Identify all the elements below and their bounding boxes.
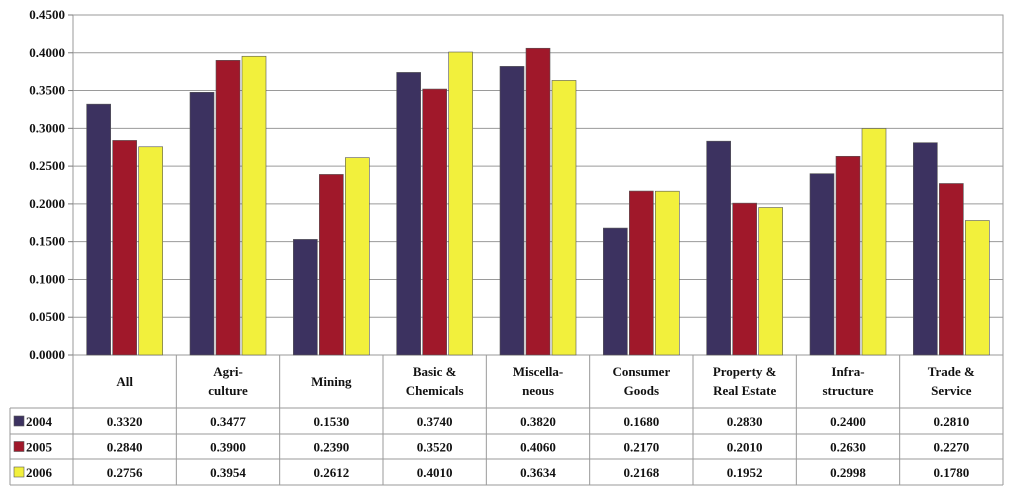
data-table-value: 0.2830: [727, 414, 763, 429]
bar-2005: [732, 202, 757, 356]
y-tick-label: 0.1000: [29, 271, 65, 286]
y-tick-label: 0.0500: [29, 309, 65, 324]
data-table-value: 0.2756: [107, 465, 143, 480]
category-label: culture: [208, 383, 248, 398]
bar-2006: [861, 128, 887, 356]
data-table-value: 0.3634: [520, 465, 556, 480]
y-tick-label: 0.3000: [29, 120, 65, 135]
data-table-value: 0.2170: [623, 440, 659, 455]
data-table-value: 0.3477: [210, 414, 246, 429]
category-label: Chemicals: [406, 383, 464, 398]
bar-2006: [138, 146, 163, 356]
y-tick-label: 0.2500: [29, 158, 65, 173]
category-label: Miscella-: [513, 364, 564, 379]
bar-2004: [913, 142, 938, 356]
category-label: structure: [822, 383, 873, 398]
bar-2006: [241, 55, 267, 356]
data-table-value: 0.2612: [313, 465, 349, 480]
category-label: Infra-: [831, 364, 864, 379]
category-label: Trade &: [928, 364, 975, 379]
category-label: Basic &: [413, 364, 457, 379]
bar-2004: [603, 227, 628, 356]
data-table-value: 0.1952: [727, 465, 763, 480]
data-table-value: 0.3954: [210, 465, 246, 480]
data-table-value: 0.1530: [313, 414, 349, 429]
bar-2006: [551, 80, 577, 356]
bar-2005: [939, 183, 964, 356]
legend-label: 2005: [26, 440, 53, 455]
data-table-value: 0.4060: [520, 440, 556, 455]
category-label: Agri-: [213, 364, 243, 379]
category-label: Property &: [713, 364, 777, 379]
data-table-value: 0.2270: [933, 440, 969, 455]
bar-2006: [448, 51, 473, 356]
y-tick-label: 0.4000: [29, 45, 65, 60]
data-table-value: 0.2840: [107, 440, 143, 455]
bar-2006: [758, 207, 783, 356]
data-table-value: 0.2390: [313, 440, 349, 455]
category-label: Service: [931, 383, 972, 398]
y-tick-label: 0.1500: [29, 234, 65, 249]
bar-2006: [655, 190, 680, 356]
bar-2004: [499, 66, 525, 356]
data-table-value: 0.3820: [520, 414, 556, 429]
bar-2005: [112, 140, 137, 356]
category-label: Real Estate: [713, 383, 776, 398]
bar-2005: [319, 174, 344, 356]
category-label: Goods: [624, 383, 659, 398]
y-tick-label: 0.0000: [29, 347, 65, 362]
data-table-value: 0.2010: [727, 440, 763, 455]
legend-label: 2004: [26, 414, 53, 429]
category-label: Mining: [311, 374, 352, 389]
bar-2004: [706, 140, 731, 356]
data-table-value: 0.3320: [107, 414, 143, 429]
bar-2005: [525, 47, 551, 356]
bar-2004: [189, 91, 215, 356]
data-table-value: 0.2400: [830, 414, 866, 429]
data-table-value: 0.1680: [623, 414, 659, 429]
data-table-value: 0.1780: [933, 465, 969, 480]
bar-2005: [629, 190, 654, 356]
bar-2005: [422, 88, 447, 356]
data-table-value: 0.3740: [417, 414, 453, 429]
bar-2004: [86, 103, 111, 356]
category-label: Consumer: [612, 364, 670, 379]
data-table-value: 0.2630: [830, 440, 866, 455]
bar-2004: [809, 173, 835, 356]
bar-2005: [215, 60, 241, 356]
data-table-value: 0.2810: [933, 414, 969, 429]
category-label: All: [116, 374, 133, 389]
data-table-value: 0.2998: [830, 465, 866, 480]
category-label: neous: [522, 383, 554, 398]
bar-2006: [965, 220, 990, 356]
legend-label: 2006: [26, 465, 53, 480]
legend-key-2006: [13, 466, 25, 478]
data-table-value: 0.2168: [623, 465, 659, 480]
y-tick-label: 0.3500: [29, 83, 65, 98]
data-table-value: 0.3520: [417, 440, 453, 455]
data-table-value: 0.4010: [417, 465, 453, 480]
legend-key-2004: [13, 415, 25, 427]
bar-2004: [293, 239, 318, 356]
bar-2004: [396, 72, 421, 356]
data-table-value: 0.3900: [210, 440, 246, 455]
legend-key-2005: [13, 441, 25, 452]
y-tick-label: 0.4500: [29, 7, 65, 22]
bar-2006: [345, 157, 370, 356]
bar-2005: [835, 155, 861, 356]
y-tick-label: 0.2000: [29, 196, 65, 211]
